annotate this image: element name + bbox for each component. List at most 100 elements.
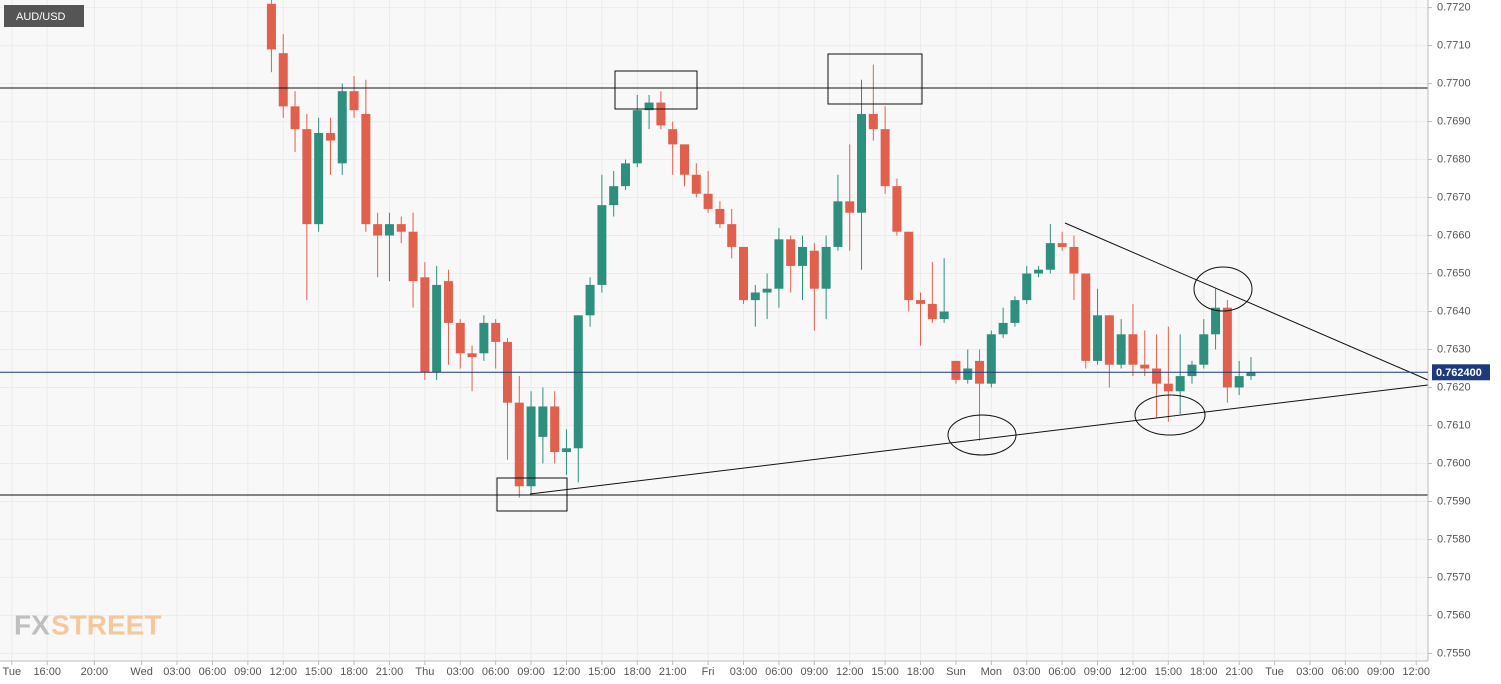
candle-body [1222,307,1232,388]
candle-body [1022,273,1032,301]
candle-body [632,110,642,164]
candle-body [1116,334,1126,365]
y-tick-label: 0.7590 [1437,495,1471,507]
candle-body [1175,376,1185,392]
y-tick-label: 0.7710 [1437,39,1471,51]
candle-body [703,193,713,209]
high-ellipse [1193,266,1253,312]
y-tick-label: 0.7610 [1437,419,1471,431]
candle-body [656,102,666,126]
x-tick-label: 09:00 [1367,666,1395,678]
candle-body [951,360,961,380]
x-tick-label: Tue [3,666,22,678]
candle-body [1045,243,1055,270]
candle-body [762,288,772,293]
candle-body [857,113,867,213]
y-tick-label: 0.7630 [1437,343,1471,355]
candle-body [443,281,453,323]
candle-body [314,132,324,225]
last-price-badge [1432,364,1490,381]
low-ellipse [1134,394,1206,436]
x-tick-label: Mon [981,666,1002,678]
candle-body [349,91,359,111]
candle-body [939,311,949,320]
x-tick-label: 20:00 [81,666,109,678]
candle-body [916,300,926,304]
candle-body [373,224,383,236]
x-tick-label: Fri [702,666,715,678]
candle-body [1010,300,1020,323]
bottom-box [496,477,568,512]
candle-body [750,292,760,301]
candle-body [1187,364,1197,377]
x-tick-label: Tue [1265,666,1284,678]
x-tick-label: 15:00 [1155,666,1183,678]
candle-body [1211,307,1221,335]
candle-body [479,322,489,354]
candle-body [1081,273,1091,361]
candle-body [526,406,536,487]
candle-body [361,113,371,225]
candle-body [1163,383,1173,392]
candle-body [880,129,890,187]
top-box [614,70,698,110]
x-tick-label: 21:00 [1225,666,1253,678]
candle-body [467,353,477,358]
candle-body [620,163,630,187]
rising-trendline [529,384,1429,495]
x-tick-label: 03:00 [446,666,474,678]
x-tick-label: 21:00 [376,666,404,678]
candle-body [432,284,442,373]
low-ellipse [947,414,1017,456]
y-tick-label: 0.7690 [1437,115,1471,127]
candle-body [798,246,808,266]
candle-body [821,246,831,289]
last-price-label: 0.762400 [1436,367,1482,379]
candle-body [266,3,276,50]
candle-body [691,174,701,194]
y-tick-label: 0.7670 [1437,191,1471,203]
y-tick-label: 0.7720 [1437,2,1471,14]
x-tick-label: 15:00 [588,666,616,678]
x-tick-label: 12:00 [836,666,864,678]
top-box [827,53,923,105]
x-tick-label: 06:00 [1048,666,1076,678]
annotations [0,53,1429,512]
candle-body [1234,376,1244,388]
x-tick-label: 06:00 [765,666,793,678]
candle-body [455,322,465,354]
y-tick-label: 0.7680 [1437,153,1471,165]
candle-body [573,315,583,449]
candle-body [514,402,524,487]
x-tick-label: 12:00 [269,666,297,678]
candle-body [963,368,973,380]
plot-background [0,0,1428,661]
x-tick-label: 06:00 [199,666,227,678]
candle-body [715,208,725,225]
x-tick-label: 06:00 [1332,666,1360,678]
x-tick-label: 15:00 [871,666,899,678]
x-tick-label: Thu [415,666,434,678]
candle-body [561,448,571,453]
y-tick-label: 0.7570 [1437,571,1471,583]
x-tick-label: 09:00 [801,666,829,678]
logo-street: STREET [51,609,161,640]
y-tick-label: 0.7640 [1437,305,1471,317]
y-tick-label: 0.7600 [1437,457,1471,469]
candle-body [986,334,996,384]
x-tick-label: 18:00 [624,666,652,678]
candle-body [597,205,607,285]
candle-body [1246,372,1256,377]
candle-body [998,322,1008,335]
candle-body [774,239,784,289]
candle-body [538,406,548,437]
candle-body [1104,315,1114,365]
x-tick-label: 18:00 [340,666,368,678]
candle-body [1128,334,1138,365]
y-tick-label: 0.7660 [1437,229,1471,241]
x-tick-label: 18:00 [907,666,935,678]
candle-body [1093,315,1103,361]
logo-fx: FX [14,609,50,640]
x-tick-label: 03:00 [730,666,758,678]
